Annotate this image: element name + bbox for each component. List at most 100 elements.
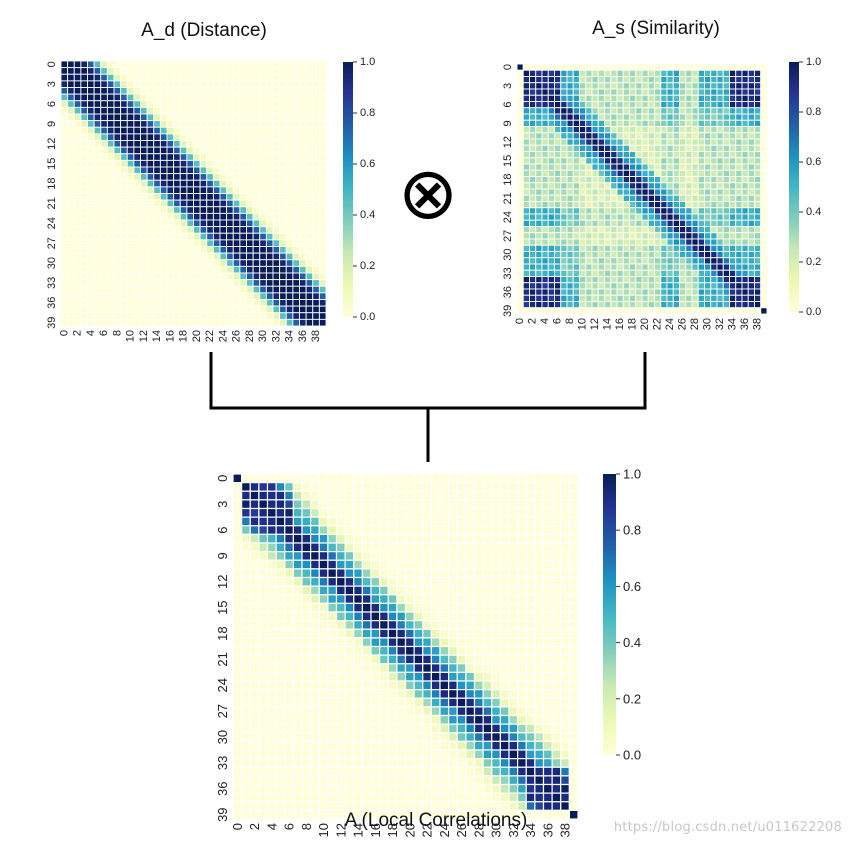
heatmap-local-correlations-cell [232, 568, 243, 579]
heatmap-distance-cell [299, 146, 307, 155]
heatmap-distance-cell [60, 126, 69, 135]
heatmap-similarity: A_s (Similarity) 0 2 4 6 8 10 12 14 16 18 20 22 24 26… [502, 18, 821, 330]
heatmap-distance-cell [199, 279, 208, 287]
heatmap-distance-cell [232, 318, 241, 327]
heatmap-similarity-cell [579, 113, 587, 121]
heatmap-similarity-cell [754, 69, 762, 77]
heatmap-distance-x-tick-label: 2 [72, 330, 84, 336]
heatmap-similarity-cell [660, 76, 668, 84]
heatmap-similarity-cell [722, 232, 730, 240]
heatmap-distance-cell [259, 318, 267, 327]
heatmap-local-correlations-cell [413, 620, 424, 630]
heatmap-distance-cell [285, 305, 294, 314]
heatmap-similarity-cell [666, 201, 674, 209]
heatmap-local-correlations-cell [344, 490, 355, 501]
heatmap-local-correlations-cell [232, 775, 243, 786]
heatmap-distance-cell [285, 199, 294, 208]
heatmap-distance-cell [67, 140, 75, 148]
heatmap-distance-cell [93, 259, 102, 267]
heatmap-local-correlations-cell [292, 559, 303, 570]
heatmap-distance-cell [173, 159, 181, 168]
heatmap-local-correlations-cell [448, 706, 458, 717]
heatmap-similarity-cell [691, 238, 699, 246]
heatmap-similarity-cell [522, 219, 530, 227]
heatmap-local-correlations-cell [292, 663, 303, 673]
heatmap-local-correlations-cell [534, 473, 545, 484]
heatmap-similarity-cell [641, 119, 649, 127]
heatmap-distance-cell [193, 93, 201, 102]
heatmap-distance-cell [146, 252, 155, 261]
heatmap-distance-cell [199, 219, 208, 228]
heatmap-similarity-cell [635, 276, 643, 284]
heatmap-local-correlations-cell [456, 775, 467, 786]
heatmap-similarity-cell [672, 226, 680, 234]
heatmap-local-correlations-cell [310, 758, 320, 768]
heatmap-similarity-cell [635, 263, 643, 271]
heatmap-similarity-cell [660, 201, 668, 209]
heatmap-distance-cell [179, 318, 188, 327]
heatmap-similarity-cell [585, 276, 593, 284]
heatmap-similarity-cell [522, 244, 530, 252]
heatmap-distance-cell [80, 67, 88, 75]
heatmap-similarity-cell [685, 82, 693, 90]
heatmap-local-correlations-cell [508, 585, 519, 596]
heatmap-local-correlations-cell [560, 525, 570, 535]
heatmap-local-correlations-cell [396, 783, 407, 794]
heatmap-distance-cell [73, 312, 82, 320]
heatmap-distance-cell [159, 186, 168, 194]
heatmap-distance-cell [246, 232, 254, 241]
heatmap-similarity-cell [541, 207, 549, 215]
heatmap-similarity-cell [747, 282, 755, 290]
heatmap-distance-cell [153, 186, 161, 194]
heatmap-distance-cell [93, 173, 102, 181]
heatmap-distance-cell [239, 219, 247, 228]
heatmap-local-correlations-cell [387, 533, 398, 544]
heatmap-local-correlations-cell [430, 482, 441, 492]
heatmap-distance-cell [80, 312, 88, 320]
heatmap-distance-cell [166, 106, 175, 115]
heatmap-local-correlations-cell [266, 602, 277, 613]
heatmap-distance-cell [226, 279, 234, 287]
heatmap-similarity-cell [685, 263, 693, 271]
heatmap-similarity-cell [654, 282, 662, 290]
heatmap-local-correlations-cell [241, 551, 251, 561]
heatmap-distance-cell [159, 252, 168, 261]
heatmap-similarity-cell [679, 107, 687, 115]
heatmap-distance-cell [100, 212, 108, 221]
heatmap-local-correlations-cell [534, 645, 545, 656]
heatmap-local-correlations-cell [335, 602, 346, 613]
heatmap-similarity-cell [635, 288, 643, 296]
heatmap-similarity-cell [729, 263, 737, 271]
heatmap-similarity-cell [635, 219, 643, 227]
heatmap-distance-title: A_d (Distance) [141, 20, 267, 41]
heatmap-similarity-cell [641, 213, 649, 221]
heatmap-distance-cell [146, 106, 155, 115]
heatmap-similarity-cell [716, 257, 724, 265]
heatmap-local-correlations-cell [534, 714, 545, 725]
heatmap-similarity-cell [716, 144, 724, 152]
heatmap-distance-colorbar [343, 62, 353, 317]
heatmap-similarity-cell [660, 138, 668, 146]
heatmap-similarity-cell [697, 276, 705, 284]
heatmap-distance-cell [73, 100, 82, 108]
heatmap-similarity-cell [735, 282, 743, 290]
heatmap-local-correlations-cell [258, 749, 269, 760]
heatmap-distance-cell [93, 100, 102, 108]
heatmap-local-correlations-cell [473, 473, 484, 484]
heatmap-similarity-cell [572, 219, 580, 227]
heatmap-distance-cell [193, 239, 201, 247]
heatmap-distance-cell [259, 60, 267, 69]
heatmap-distance-cell [133, 153, 141, 161]
heatmap-distance-cell [179, 285, 188, 294]
heatmap-local-correlations-cell [473, 559, 484, 570]
heatmap-local-correlations-cell [560, 645, 570, 656]
heatmap-distance-cell [140, 80, 148, 88]
heatmap-distance-cell [232, 100, 241, 108]
heatmap-similarity-cell [679, 307, 687, 315]
heatmap-similarity-cell [666, 219, 674, 227]
heatmap-distance-cell [285, 113, 294, 122]
heatmap-distance-cell [73, 292, 82, 300]
heatmap-similarity-cell [647, 194, 655, 202]
heatmap-distance-cell [140, 252, 148, 261]
heatmap-local-correlations-cell [534, 559, 545, 570]
